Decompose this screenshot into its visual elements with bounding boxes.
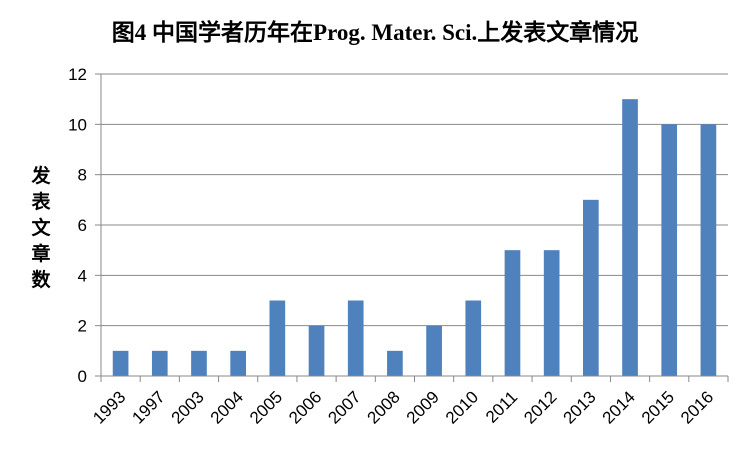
bar-2010 bbox=[465, 300, 482, 376]
x-tick-label: 2006 bbox=[285, 387, 325, 427]
y-axis-label-char: 表 bbox=[31, 190, 51, 213]
bar-2014 bbox=[622, 99, 638, 377]
x-tick-labels: 1993 1997 2003 2004 2005 2006 2007 2008 2009 2010… bbox=[89, 387, 717, 427]
bar-2004 bbox=[230, 350, 246, 376]
chart-title: 图4 中国学者历年在Prog. Mater. Sci.上发表文章情况 bbox=[112, 19, 638, 45]
y-axis-label-char: 章 bbox=[31, 242, 50, 265]
bar-2015 bbox=[661, 124, 678, 376]
y-axis-label-char: 发 bbox=[30, 164, 51, 187]
x-tick-label: 2007 bbox=[324, 387, 364, 427]
y-tick-label: 2 bbox=[78, 317, 87, 336]
bar-2013 bbox=[583, 199, 599, 376]
bar-2009 bbox=[426, 325, 442, 376]
y-tick-label: 6 bbox=[78, 216, 87, 235]
x-tick-label: 2013 bbox=[559, 387, 599, 427]
bar-2012 bbox=[543, 250, 560, 376]
x-tick-label: 2003 bbox=[168, 387, 208, 427]
bar-2016 bbox=[700, 124, 717, 376]
x-tick-label: 2010 bbox=[442, 387, 482, 427]
x-tick-label: 1997 bbox=[128, 387, 168, 427]
x-tick-label: 2011 bbox=[482, 387, 521, 426]
y-tick-label: 0 bbox=[78, 367, 87, 386]
bar-2006 bbox=[308, 325, 325, 376]
x-tick-label: 2008 bbox=[364, 387, 404, 427]
bar-1997 bbox=[151, 350, 168, 376]
bar-2005 bbox=[269, 300, 286, 376]
x-tick-label: 2009 bbox=[403, 387, 443, 427]
bar-2007 bbox=[347, 300, 364, 376]
y-tick-labels: 0 2 4 6 8 10 12 bbox=[68, 65, 87, 386]
x-tick-label: 2012 bbox=[520, 387, 560, 427]
x-tick-label: 2016 bbox=[677, 387, 717, 427]
x-tick-label: 2004 bbox=[207, 387, 247, 427]
x-tick-label: 2005 bbox=[246, 387, 286, 427]
axes bbox=[95, 73, 729, 382]
y-tick-label: 10 bbox=[68, 115, 87, 134]
x-tick-label: 1993 bbox=[89, 387, 129, 427]
bar-2008 bbox=[387, 350, 403, 376]
y-axis-label-char: 文 bbox=[31, 216, 51, 239]
bar-1993 bbox=[112, 350, 129, 376]
bars bbox=[112, 99, 717, 377]
y-tick-label: 8 bbox=[78, 166, 87, 185]
y-tick-label: 12 bbox=[68, 65, 87, 84]
bar-2003 bbox=[191, 350, 207, 376]
x-tick-label: 2014 bbox=[599, 387, 639, 427]
y-axis-label-char: 数 bbox=[31, 268, 51, 291]
x-tick-label: 2015 bbox=[638, 387, 678, 427]
bar-2011 bbox=[504, 250, 521, 376]
y-tick-label: 4 bbox=[78, 266, 87, 285]
